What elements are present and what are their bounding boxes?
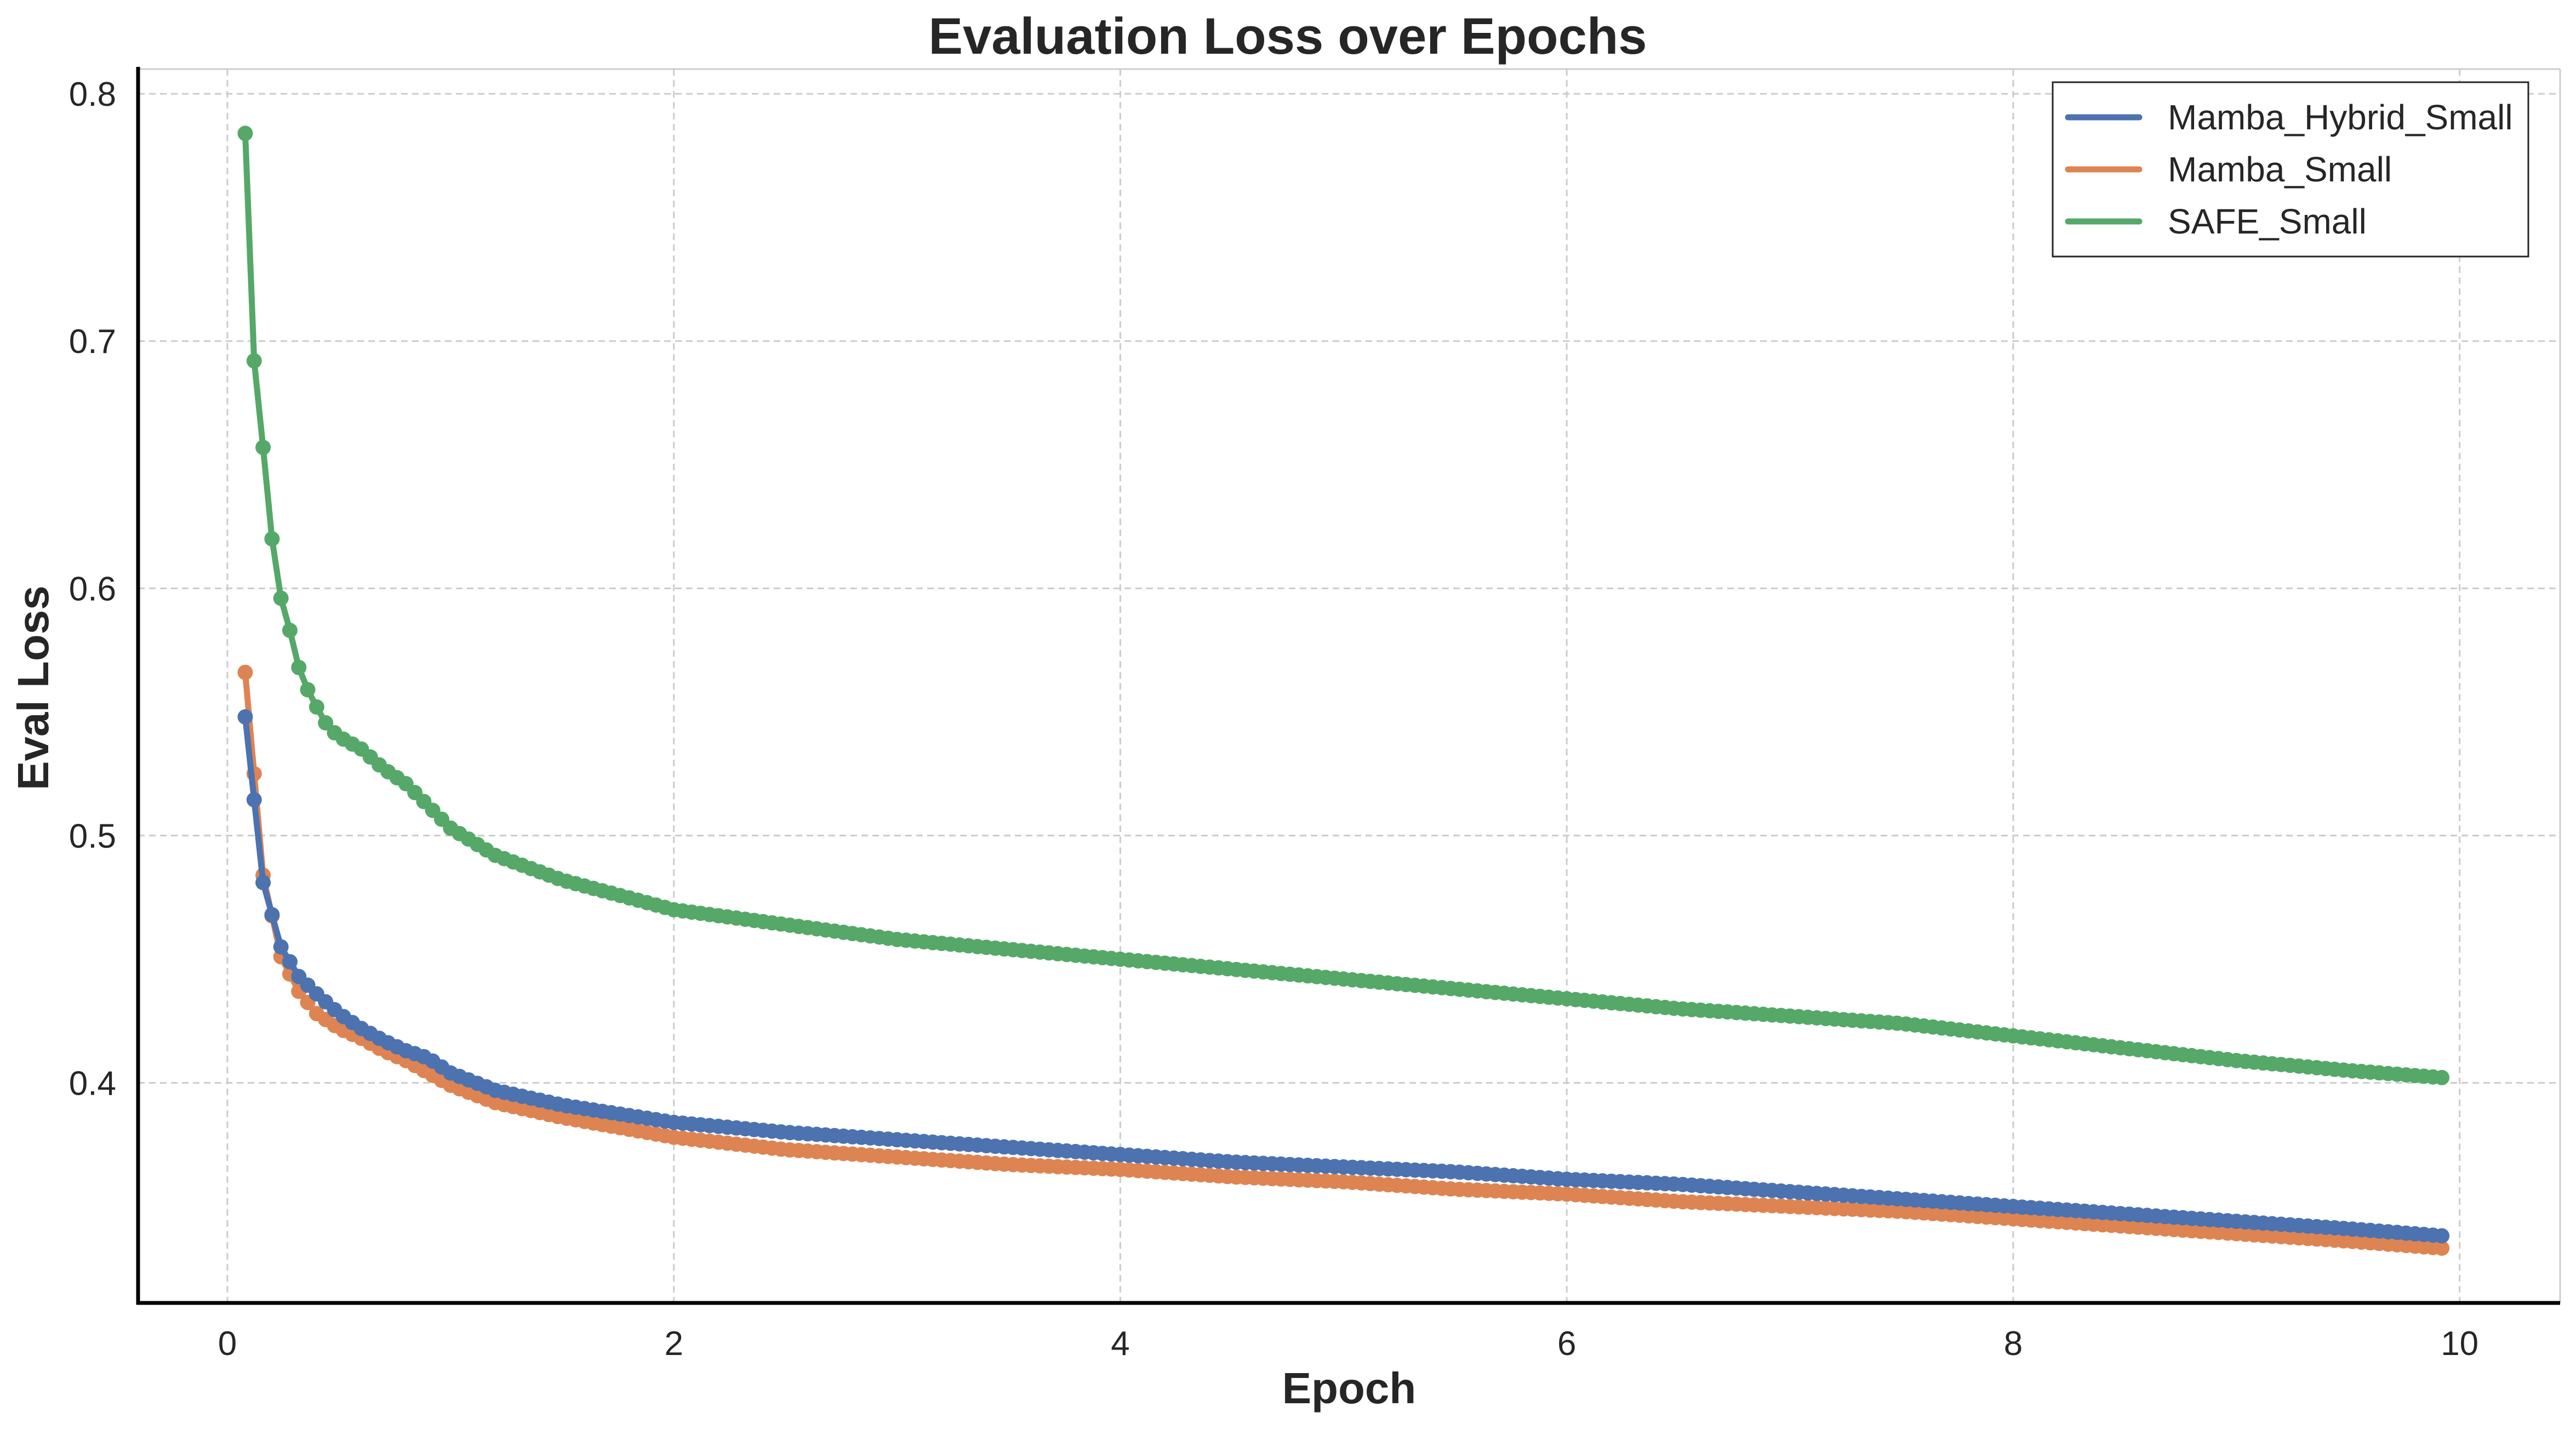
grid-lines (138, 69, 2560, 1303)
data-point-mamba-hybrid-small (246, 792, 262, 807)
x-axis-label: Epoch (1282, 1364, 1416, 1413)
axes-spines (136, 67, 2561, 1305)
data-point-mamba-hybrid-small (2434, 1228, 2450, 1244)
data-point-safe-small (300, 682, 316, 698)
x-tick-label: 0 (218, 1325, 237, 1363)
data-point-safe-small (2434, 1069, 2450, 1085)
x-tick-label: 8 (2004, 1325, 2023, 1363)
y-axis-label: Eval Loss (9, 585, 58, 790)
x-tick-label: 4 (1111, 1325, 1129, 1363)
legend-label-mamba-small: Mamba_Small (2168, 150, 2392, 189)
data-point-safe-small (237, 126, 253, 141)
data-point-safe-small (273, 590, 289, 606)
data-point-safe-small (264, 531, 280, 547)
data-point-mamba-hybrid-small (255, 875, 271, 891)
series-safe-small (237, 126, 2450, 1085)
data-point-mamba-small (2434, 1240, 2450, 1256)
legend-label-mamba-hybrid-small: Mamba_Hybrid_Small (2168, 98, 2513, 137)
series-mamba-hybrid-small (237, 709, 2450, 1244)
data-point-mamba-hybrid-small (264, 907, 280, 923)
y-tick-label: 0.5 (69, 817, 116, 855)
legend-label-safe-small: SAFE_Small (2168, 202, 2367, 241)
data-point-mamba-small (237, 664, 253, 680)
data-point-safe-small (291, 659, 307, 675)
y-tick-label: 0.8 (69, 76, 116, 113)
legend: Mamba_Hybrid_Small Mamba_Small SAFE_Smal… (2052, 81, 2529, 258)
chart-title: Evaluation Loss over Epochs (928, 7, 1647, 65)
data-point-safe-small (255, 440, 271, 456)
data-point-safe-small (318, 715, 334, 731)
data-point-mamba-hybrid-small (273, 939, 289, 955)
x-tick-label: 2 (664, 1325, 683, 1363)
data-point-mamba-hybrid-small (282, 954, 298, 970)
data-point-mamba-hybrid-small (237, 709, 253, 725)
data-point-safe-small (309, 699, 324, 715)
series-lines (237, 126, 2450, 1256)
y-tick-label: 0.4 (69, 1065, 116, 1103)
x-tick-label: 6 (1557, 1325, 1576, 1363)
data-point-safe-small (282, 623, 298, 638)
y-tick-label: 0.7 (69, 323, 116, 361)
tick-labels: 0 2 4 6 8 10 0.4 0.5 0.6 0.7 0.8 (69, 76, 2478, 1363)
y-tick-label: 0.6 (69, 570, 116, 608)
x-tick-label: 10 (2441, 1325, 2478, 1363)
data-point-safe-small (246, 353, 262, 369)
